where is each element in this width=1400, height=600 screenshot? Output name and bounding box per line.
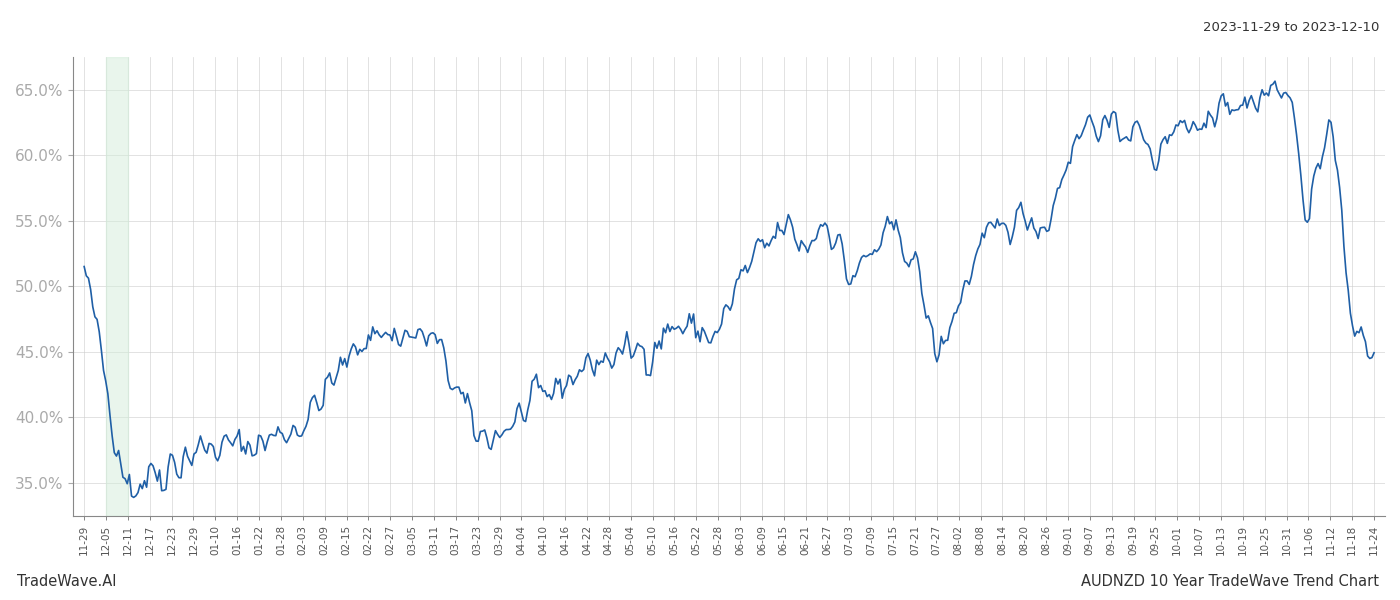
Text: AUDNZD 10 Year TradeWave Trend Chart: AUDNZD 10 Year TradeWave Trend Chart — [1081, 574, 1379, 589]
Bar — [106, 57, 127, 516]
Text: 2023-11-29 to 2023-12-10: 2023-11-29 to 2023-12-10 — [1203, 21, 1379, 34]
Text: TradeWave.AI: TradeWave.AI — [17, 574, 116, 589]
